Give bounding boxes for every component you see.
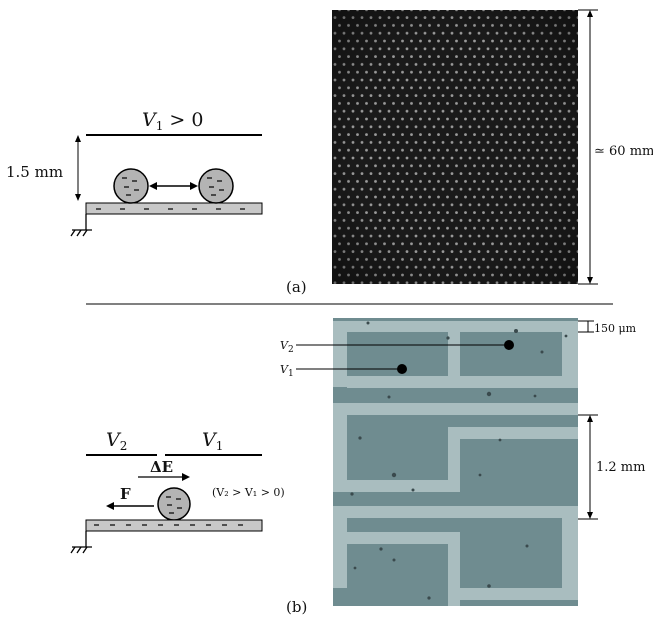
force-arrow-b xyxy=(106,502,154,510)
force-label-b: F xyxy=(120,485,131,503)
electrode-photo-b xyxy=(333,318,578,606)
gap-label-b: 150 μm xyxy=(594,322,637,335)
v2-marker-b xyxy=(296,340,514,350)
gap-label-a: 1.5 mm xyxy=(6,163,63,181)
sphere-right-a xyxy=(198,168,234,204)
v2-label-b: V2 xyxy=(106,429,127,453)
v1-marker-b xyxy=(296,364,407,374)
photo-v1-label: V1 xyxy=(280,363,294,379)
v1-label-b: V1 xyxy=(202,429,223,453)
size-label-a: ≃ 60 mm xyxy=(594,144,653,159)
caption-a: (a) xyxy=(286,278,307,296)
caption-b: (b) xyxy=(286,598,307,616)
photo-v2-label: V2 xyxy=(280,339,294,355)
field-arrow-b xyxy=(138,473,190,481)
sphere-left-a xyxy=(113,168,149,204)
size-arrow-a xyxy=(578,9,598,285)
crystal-photo-a xyxy=(332,10,578,284)
substrate-a xyxy=(85,202,263,215)
gap-dimension-b xyxy=(578,320,594,333)
ground-symbol-a xyxy=(70,214,92,237)
inequality-label-b: (V₂ > V₁ > 0) xyxy=(212,486,285,499)
period-dimension-b xyxy=(578,414,598,520)
field-label-b: ΔE xyxy=(150,458,173,476)
period-label-b: 1.2 mm xyxy=(596,460,645,475)
repulsion-arrow-a xyxy=(149,182,198,190)
diagram-a: V1 > 0 1.5 mm xyxy=(6,109,307,296)
sphere-b xyxy=(157,487,191,521)
voltage-label-a: V1 > 0 xyxy=(142,109,203,133)
ground-symbol-b xyxy=(70,531,92,554)
diagram-b: V2 V1 ΔE F (V₂ > V₁ > 0) xyxy=(70,429,307,616)
